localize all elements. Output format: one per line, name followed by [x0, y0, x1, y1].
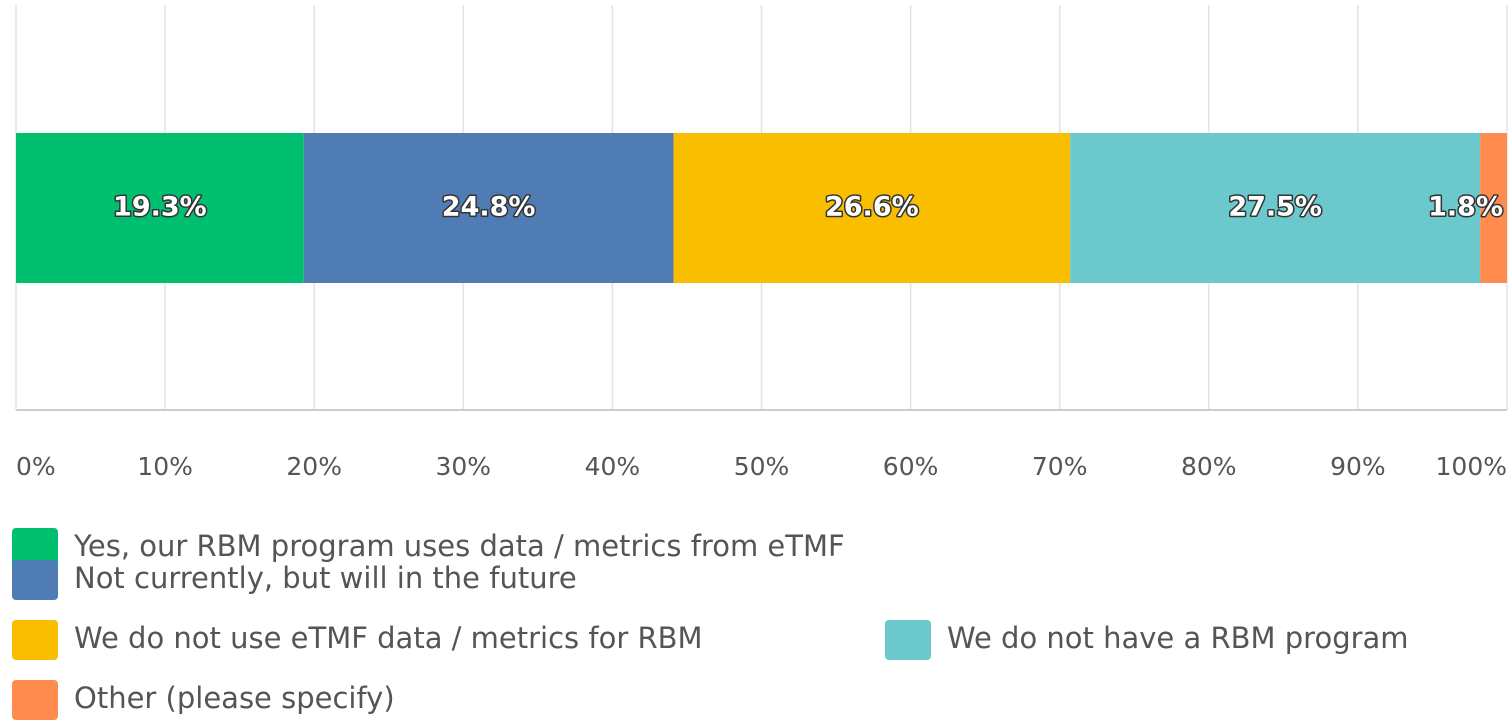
legend-swatch	[12, 620, 58, 660]
x-tick-label: 0%	[16, 452, 56, 481]
value-label: 24.8%	[442, 192, 536, 223]
value-label: 1.8%	[1428, 192, 1503, 223]
legend-label: Other (please specify)	[74, 681, 395, 715]
legend-label: Yes, our RBM program uses data / metrics…	[73, 529, 845, 563]
x-tick-label: 70%	[1032, 452, 1088, 481]
legend-swatch	[885, 620, 931, 660]
value-label: 19.3%	[113, 192, 207, 223]
legend-label: We do not use eTMF data / metrics for RB…	[74, 621, 703, 655]
legend-swatch	[12, 528, 58, 568]
legend-label: We do not have a RBM program	[947, 621, 1409, 655]
bar-segment	[1070, 133, 1481, 283]
bar-segment	[673, 133, 1071, 283]
x-tick-label: 30%	[436, 452, 492, 481]
bar-segment	[303, 133, 674, 283]
legend-swatch	[12, 560, 58, 600]
bar-segment	[1480, 133, 1507, 283]
x-tick-label: 40%	[585, 452, 641, 481]
x-tick-label: 10%	[137, 452, 193, 481]
legend-label: Not currently, but will in the future	[74, 561, 577, 595]
value-label: 27.5%	[1228, 192, 1322, 223]
value-label: 26.6%	[825, 192, 919, 223]
x-tick-label: 60%	[883, 452, 939, 481]
x-tick-label: 20%	[286, 452, 342, 481]
x-tick-label: 100%	[1436, 452, 1507, 481]
x-tick-label: 50%	[734, 452, 790, 481]
x-tick-label: 80%	[1181, 452, 1237, 481]
legend-swatch	[12, 680, 58, 720]
x-tick-label: 90%	[1330, 452, 1386, 481]
bar-segment	[16, 133, 304, 283]
